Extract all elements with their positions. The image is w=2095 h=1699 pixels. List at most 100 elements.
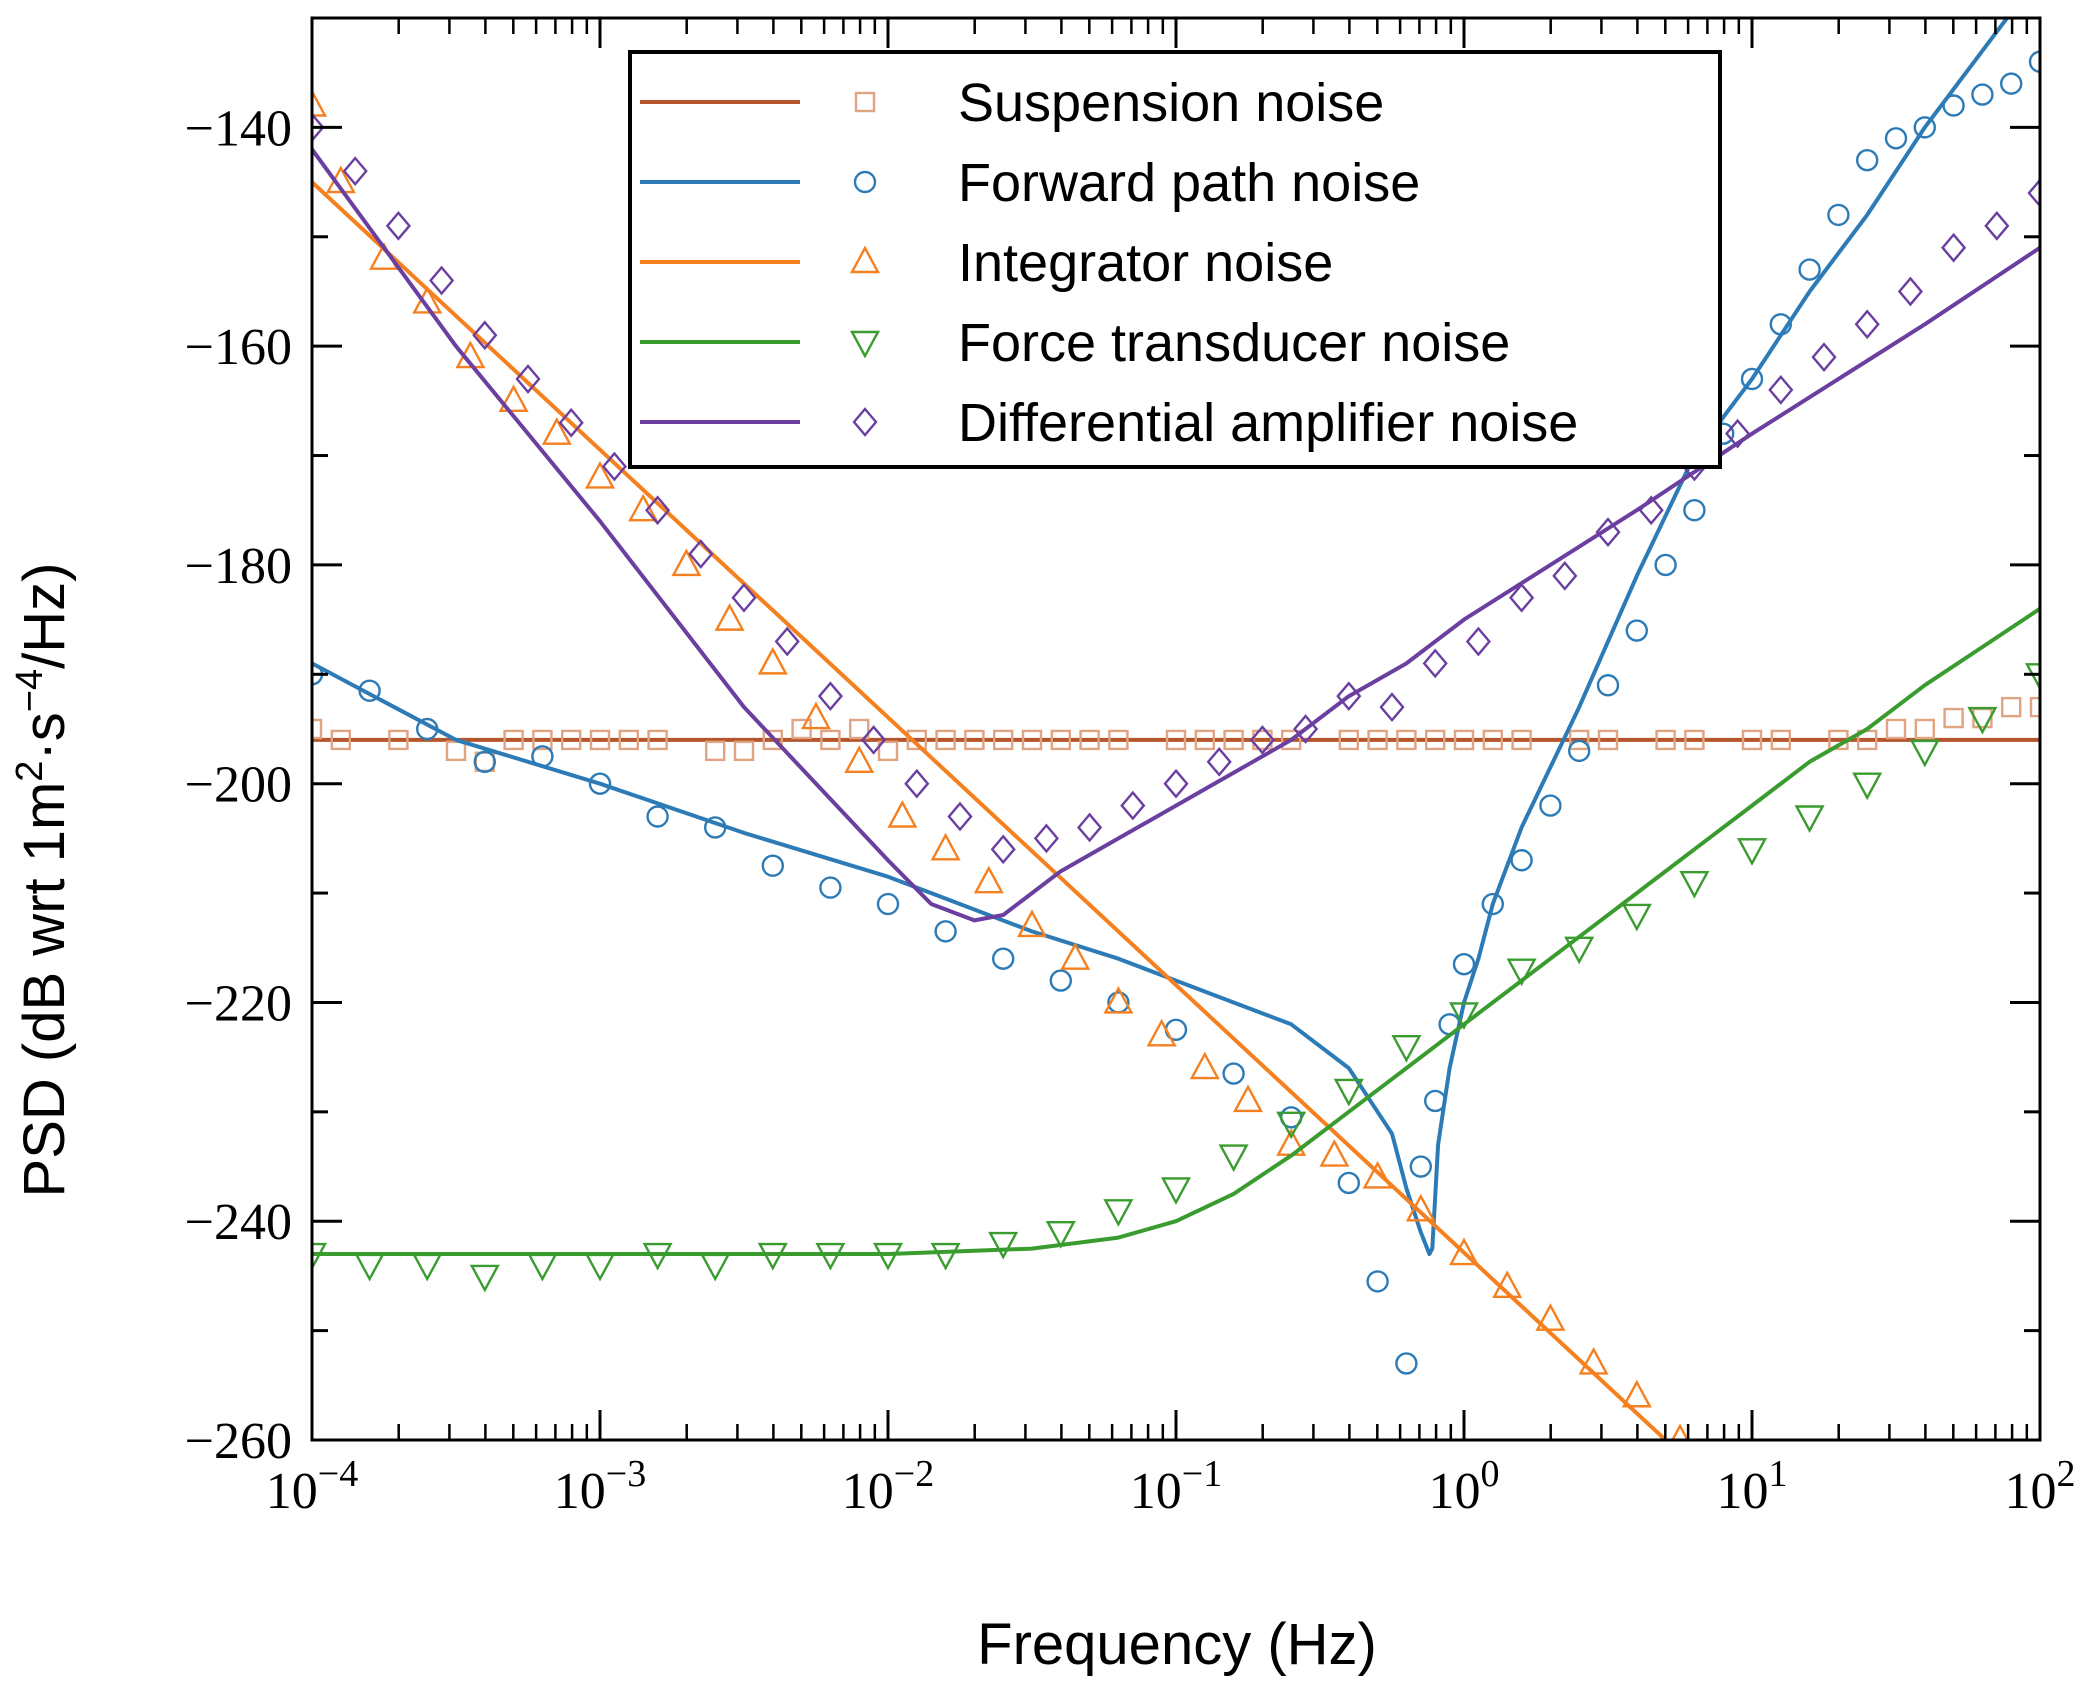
y-axis-title: PSD (dB wrt 1m2·s−4/Hz) — [9, 563, 77, 1198]
integrator-point — [887, 799, 918, 828]
differential-point — [861, 725, 887, 755]
force-point — [1967, 706, 1998, 735]
legend-marker-suspension — [854, 91, 876, 113]
forward-point — [1452, 952, 1476, 976]
force-point — [1794, 805, 1825, 834]
y-tick-label: −240 — [185, 1194, 292, 1251]
force-point — [988, 1231, 1019, 1260]
forward-point — [416, 717, 439, 741]
integrator-point — [1103, 985, 1134, 1014]
force-point — [757, 1242, 788, 1271]
force-point — [930, 1242, 961, 1271]
suspension-point — [1280, 729, 1302, 751]
force-point — [1333, 1078, 1364, 1107]
differential-point — [1336, 681, 1362, 712]
integrator-point — [498, 384, 529, 413]
force-point — [412, 1253, 443, 1282]
integrator-point — [1060, 942, 1091, 970]
suspension-point — [1223, 729, 1244, 751]
suspension-point — [1770, 729, 1792, 751]
differential-point — [312, 112, 325, 143]
force-point — [527, 1253, 558, 1282]
integrator-point — [312, 88, 328, 117]
series-integrator — [312, 88, 1689, 1440]
forward-point — [1683, 499, 1706, 522]
force-point — [1852, 772, 1883, 801]
integrator-point — [1621, 1379, 1652, 1408]
suspension-point — [1194, 729, 1216, 751]
differential-point — [472, 320, 498, 351]
suspension-point — [935, 729, 956, 751]
differential-point — [1941, 232, 1967, 263]
integrator-point — [671, 548, 702, 577]
differential-point — [1595, 517, 1621, 547]
forward-point — [992, 947, 1015, 970]
suspension-point — [762, 729, 783, 751]
force-point — [872, 1242, 904, 1271]
forward-point — [473, 750, 496, 774]
integrator-point — [541, 417, 572, 445]
suspension-point — [849, 718, 870, 740]
legend: Suspension noise Forward path noise Integr… — [628, 50, 1722, 469]
force-point — [1103, 1199, 1134, 1227]
differential-point — [1120, 790, 1146, 821]
integrator-point — [1146, 1018, 1177, 1047]
forward-point — [588, 772, 612, 795]
force-point — [815, 1242, 846, 1271]
legend-entry-forward: Forward path noise — [640, 153, 1420, 213]
suspension-point — [445, 740, 467, 762]
suspension-point — [1568, 729, 1590, 751]
suspension-point — [1597, 729, 1619, 751]
forward-point — [1395, 1352, 1418, 1375]
x-tick-label: 101 — [1717, 1453, 1788, 1520]
forward-point — [1510, 849, 1533, 872]
differential-point — [1897, 276, 1923, 307]
suspension-point — [1050, 729, 1072, 751]
differential-point — [558, 407, 584, 438]
differential-point — [1854, 309, 1880, 340]
forward-point — [1625, 619, 1649, 642]
suspension-point — [388, 729, 409, 751]
integrator-point — [1448, 1237, 1480, 1266]
suspension-point — [1424, 729, 1446, 751]
differential-point — [1422, 648, 1448, 679]
forward-point — [761, 854, 784, 877]
integrator-point — [1578, 1346, 1609, 1375]
integrator-point — [930, 832, 961, 861]
legend-box — [628, 50, 1722, 469]
integrator-point — [1189, 1051, 1220, 1080]
differential-point — [1206, 746, 1232, 777]
legend-entry-suspension: Suspension noise — [640, 73, 1384, 133]
forward-point — [1423, 1089, 1447, 1113]
suspension-point — [618, 729, 639, 751]
integrator-point — [757, 646, 788, 675]
integrator-point — [1362, 1160, 1393, 1189]
differential-point — [947, 801, 973, 832]
suspension-point — [1684, 729, 1705, 751]
y-axis-title-sup1: 2 — [9, 761, 51, 782]
forward-point — [819, 876, 842, 899]
x-tick-label: 10−2 — [842, 1453, 934, 1520]
x-tick-label: 102 — [2005, 1453, 2076, 1520]
differential-point — [990, 834, 1016, 865]
suspension-point — [1511, 729, 1532, 751]
suspension-point — [1021, 729, 1043, 751]
y-axis-title-mid: ·s — [12, 712, 77, 760]
suspension-point — [1655, 729, 1676, 751]
differential-point — [688, 539, 714, 569]
integrator-point — [973, 865, 1004, 894]
differential-point — [1465, 626, 1491, 657]
legend-label-force: Force transducer noise — [958, 313, 1510, 373]
y-axis-title-sup2: −4 — [9, 669, 51, 712]
series-suspension — [312, 696, 2040, 773]
legend-entry-differential: Differential amplifier noise — [640, 393, 1578, 453]
forward-point — [1654, 553, 1677, 577]
force-point — [2024, 663, 2040, 691]
y-axis-title-base: PSD (dB wrt 1m — [12, 782, 77, 1198]
force-point — [1736, 838, 1768, 866]
suspension-point — [647, 729, 668, 751]
differential-point — [601, 451, 627, 482]
differential-point — [817, 681, 843, 712]
